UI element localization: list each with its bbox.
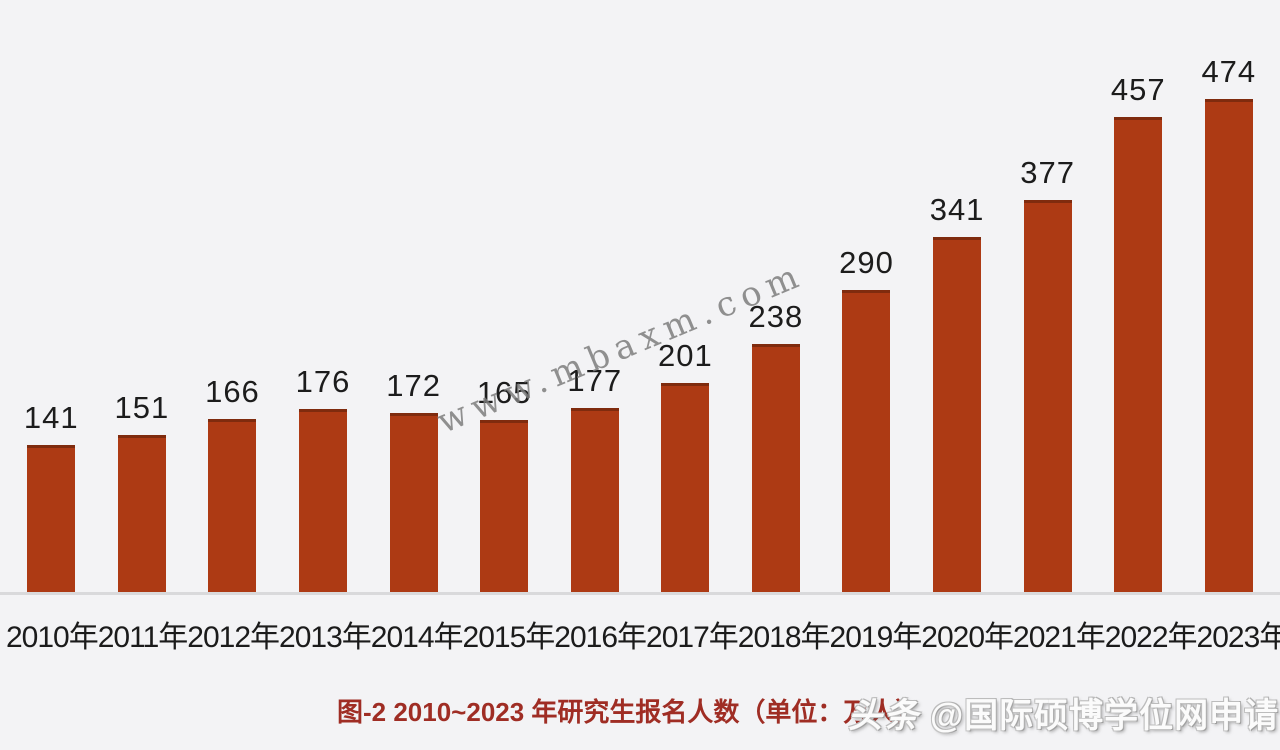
toutiao-watermark: 头条 @国际硕博学位网申请	[848, 688, 1279, 737]
bar-value-label: 290	[839, 245, 894, 280]
bar-value-label: 377	[1020, 155, 1076, 190]
bar-column: 176	[278, 364, 369, 592]
x-axis-line	[0, 592, 1280, 595]
x-axis-label: 2017年	[646, 621, 739, 654]
x-axis-labels: 2010年 2011年 2012年 2013年 2014年 2015年 2016年 2017年…	[6, 612, 1280, 656]
x-axis-label: 2010年	[6, 621, 99, 654]
toutiao-logo-text: 头条	[848, 697, 920, 735]
bar	[27, 445, 76, 592]
bar	[1023, 200, 1072, 592]
bar-value-label: 165	[476, 375, 532, 410]
bar-value-label: 457	[1110, 72, 1166, 107]
x-axis-label: 2020年	[921, 621, 1014, 654]
bar-value-label: 341	[929, 192, 985, 227]
bar-column: 341	[912, 192, 1003, 592]
bar	[299, 409, 348, 592]
bar-column: 474	[1184, 54, 1275, 592]
bar-value-label: 474	[1201, 54, 1257, 89]
x-axis-label: 2014年	[370, 621, 464, 654]
bars-row: 141 151 166 176 172 165 177 201 238 290 341 377 457 4…	[6, 0, 1274, 592]
bar-column: 165	[459, 375, 550, 592]
bar-column: 177	[549, 363, 640, 592]
bar-column: 238	[731, 299, 822, 592]
bar	[751, 344, 800, 592]
x-axis-label: 2022年	[1104, 621, 1198, 654]
bar	[117, 435, 166, 592]
bar-chart-plot-area: 141 151 166 176 172 165 177 201 238 290 341 377 457 4…	[6, 0, 1274, 592]
bar	[480, 420, 529, 592]
bar	[208, 419, 257, 592]
x-axis-label: 2015年	[462, 621, 556, 654]
x-axis-label: 2013年	[279, 621, 372, 654]
bar-column: 141	[6, 400, 97, 592]
bar	[1114, 117, 1163, 592]
bar	[842, 290, 891, 592]
bar-column: 166	[187, 374, 278, 592]
x-axis-label: 2011年	[97, 621, 189, 654]
bar-value-label: 176	[295, 364, 351, 399]
bar-column: 290	[821, 245, 912, 592]
bar-column: 172	[368, 368, 459, 592]
bar-value-label: 141	[23, 400, 79, 435]
bar	[570, 408, 619, 592]
bar-column: 201	[640, 338, 731, 592]
bar	[661, 383, 710, 592]
bar	[389, 413, 438, 592]
bar-value-label: 201	[657, 338, 713, 373]
x-axis-label: 2016年	[554, 621, 647, 654]
bar-column: 151	[97, 390, 188, 592]
bar-column: 457	[1093, 72, 1184, 592]
bar-value-label: 238	[748, 299, 804, 334]
x-axis-label: 2018年	[737, 621, 831, 654]
chart-caption: 图-2 2010~2023 年研究生报名人数（单位：万人）	[337, 697, 922, 727]
x-axis-label: 2012年	[187, 621, 280, 654]
bar-value-label: 166	[205, 374, 260, 409]
bar	[933, 237, 982, 592]
toutiao-handle: @国际硕博学位网申请	[930, 697, 1280, 735]
x-axis-label: 2023年	[1196, 621, 1280, 654]
bar-value-label: 172	[386, 368, 441, 403]
bar	[1204, 99, 1253, 592]
bar-column: 377	[1002, 155, 1093, 592]
bar-value-label: 177	[567, 363, 623, 398]
bar-value-label: 151	[114, 390, 170, 425]
x-axis-label: 2019年	[829, 621, 923, 654]
x-axis-label: 2021年	[1013, 621, 1106, 654]
